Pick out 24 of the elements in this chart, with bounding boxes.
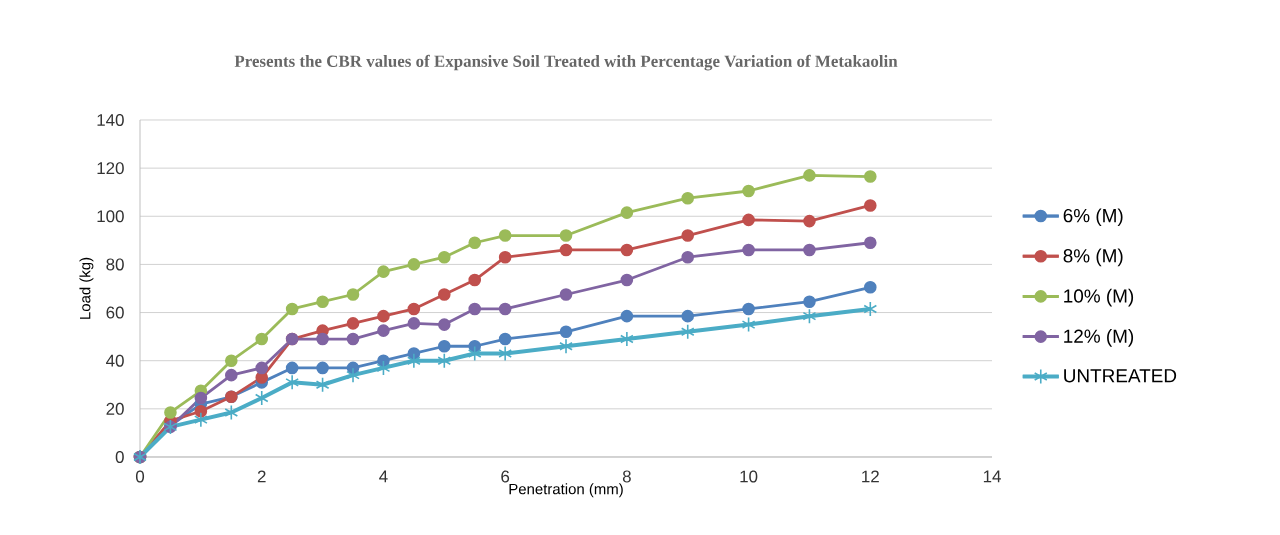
x-tick-label: 4 [379, 470, 388, 483]
y-tick-label: 140 [97, 113, 124, 126]
chart-title: Presents the CBR values of Expansive Soil Treated with Percentage Variation of Metakaolin [234, 54, 898, 71]
x-tick-label: 12 [862, 470, 879, 483]
y-axis-title: Load (kg) [79, 257, 94, 319]
y-tick-label: 60 [106, 306, 124, 319]
x-tick-label: 14 [983, 470, 1001, 483]
x-tick-label: 6 [501, 470, 510, 483]
y-tick-label: 100 [97, 210, 124, 223]
x-tick-label: 2 [257, 470, 266, 483]
legend-label: 12% (M) [1064, 329, 1134, 347]
legend-label: 10% (M) [1064, 288, 1134, 307]
y-tick-label: 0 [115, 450, 124, 463]
y-tick-label: 120 [97, 162, 124, 175]
legend-label: 6% (M) [1063, 208, 1123, 227]
y-tick-label: 40 [106, 354, 124, 367]
x-tick-label: 8 [622, 470, 631, 483]
y-tick-label: 80 [106, 258, 124, 271]
x-tick-label: 0 [135, 470, 145, 483]
x-tick-label: 10 [740, 470, 758, 483]
legend-label: UNTREATED [1064, 369, 1177, 383]
legend-label: 8% (M) [1063, 248, 1123, 267]
y-tick-label: 20 [106, 402, 124, 415]
x-axis-title: Penetration (mm) [509, 483, 623, 498]
